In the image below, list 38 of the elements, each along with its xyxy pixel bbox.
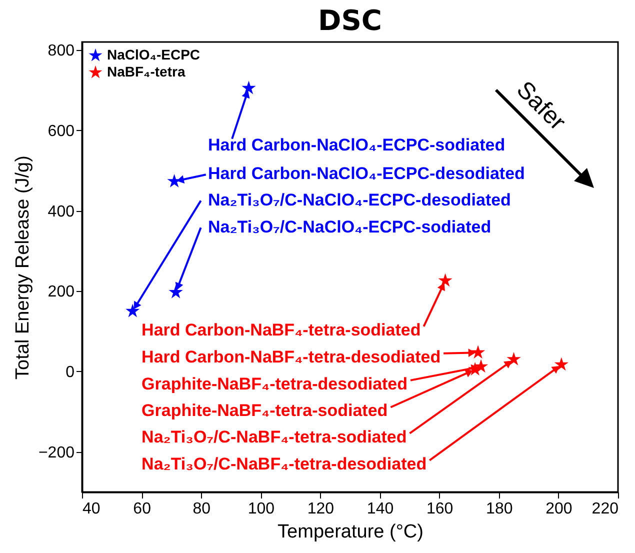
point [438, 273, 452, 287]
annotation: Graphite-NaBF₄-tetra-sodiated [142, 401, 388, 420]
legend-label: NaBF₄-tetra [107, 64, 186, 80]
y-tick-label: 400 [48, 203, 75, 220]
annotation: Hard Carbon-NaClO₄-ECPC-sodiated [208, 136, 506, 155]
y-axis-title: Total Energy Release (J/g) [12, 156, 34, 380]
x-tick-label: 40 [82, 500, 100, 518]
point [242, 80, 256, 94]
point [126, 304, 140, 318]
annotation: Na₂Ti₃O₇/C-NaBF₄-tetra-desodiated [142, 454, 427, 474]
annotation: Hard Carbon-NaBF₄-tetra-sodiated [142, 320, 421, 340]
y-tick-label: 0 [66, 364, 75, 381]
point [506, 352, 521, 366]
chart-title: DSC [318, 4, 382, 37]
annotation: Na₂Ti₃O₇/C-NaBF₄-tetra-sodiated [142, 427, 407, 446]
x-tick-label: 180 [486, 500, 513, 518]
x-tick-label: 200 [546, 500, 572, 518]
x-tick-label: 140 [366, 500, 394, 518]
x-tick-label: 60 [133, 500, 152, 518]
x-tick-label: 220 [592, 500, 619, 518]
x-tick-label: 80 [192, 500, 211, 518]
point [168, 284, 183, 298]
annotation: Hard Carbon-NaBF₄-tetra-desodiated [142, 347, 441, 366]
x-tick-label: 120 [307, 500, 334, 518]
x-axis-title: Temperature (°C) [278, 522, 424, 542]
y-tick-label: 800 [48, 42, 75, 60]
annotation: Graphite-NaBF₄-tetra-desodiated [142, 374, 408, 394]
y-tick-label: 200 [48, 284, 75, 301]
y-tick-label: −200 [38, 444, 75, 462]
annotation: Hard Carbon-NaClO₄-ECPC-desodiated [208, 164, 525, 183]
legend-label: NaClO₄-ECPC [107, 46, 200, 62]
annotation: Na₂Ti₃O₇/C-NaClO₄-ECPC-sodiated [208, 218, 492, 237]
point [554, 357, 568, 371]
y-tick-label: 600 [48, 122, 75, 140]
x-tick-label: 160 [426, 500, 454, 518]
point [470, 345, 486, 359]
annotation: Na₂Ti₃O₇/C-NaClO₄-ECPC-desodiated [208, 190, 511, 210]
x-tick-label: 100 [248, 500, 275, 518]
